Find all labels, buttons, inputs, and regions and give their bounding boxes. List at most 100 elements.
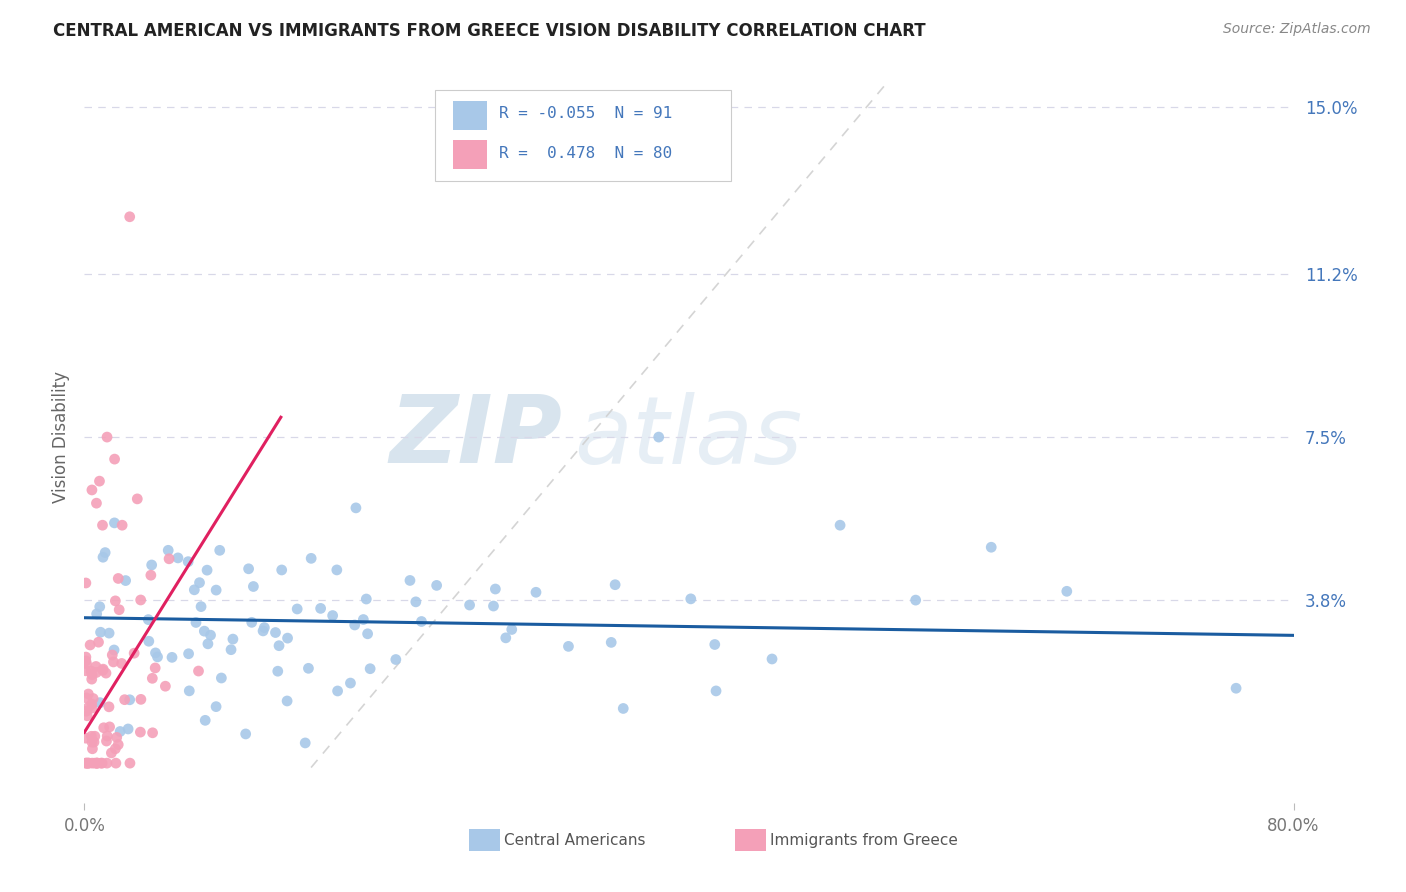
Point [484,582,506,596]
Point [190,599,212,614]
Point [482,599,505,613]
Point [80,729,103,743]
Point [77,687,100,701]
Point [90,625,112,640]
Point [79,638,101,652]
Point [77,756,100,771]
Point [90,756,112,771]
Point [104,756,127,771]
Point [648,430,671,444]
Text: R = -0.055  N = 91: R = -0.055 N = 91 [499,106,672,121]
Point [238,562,260,576]
Point [82,741,104,756]
Point [104,594,127,608]
Point [240,615,263,630]
Point [359,662,381,676]
Point [761,652,783,666]
Point [82,691,104,706]
Point [356,627,378,641]
Point [89,696,111,710]
Point [143,661,166,675]
Point [122,646,145,660]
Point [184,615,207,630]
Point [75,576,97,591]
Point [322,608,344,623]
Point [91,518,114,533]
Point [104,741,127,756]
Text: ZIP: ZIP [389,391,562,483]
Point [299,551,322,566]
Point [405,595,427,609]
Point [177,555,200,569]
Point [103,643,125,657]
Point [75,704,97,718]
Point [80,483,103,497]
Point [219,642,242,657]
Point [495,631,517,645]
Point [108,724,131,739]
Point [209,671,232,685]
Point [96,734,118,748]
Point [86,496,108,510]
Point [205,699,228,714]
Point [114,574,136,588]
Point [167,550,190,565]
Point [980,540,1002,554]
Point [86,756,108,771]
Point [270,563,292,577]
Point [75,731,97,746]
Point [200,628,222,642]
Point [524,585,547,599]
Point [129,692,152,706]
Point [108,603,131,617]
Point [75,654,97,668]
Point [183,582,205,597]
Point [75,690,97,705]
Point [385,652,408,666]
Point [155,679,177,693]
Point [118,756,141,771]
Point [235,727,257,741]
Point [93,721,115,735]
Point [80,697,103,711]
Text: atlas: atlas [574,392,803,483]
Point [91,662,114,676]
Point [612,701,634,715]
Text: Central Americans: Central Americans [503,832,645,847]
Point [136,613,159,627]
Point [343,618,366,632]
Point [129,593,152,607]
Text: Immigrants from Greece: Immigrants from Greece [770,832,957,847]
Point [86,756,108,771]
Point [344,500,367,515]
Point [1225,681,1247,696]
Point [114,692,136,706]
Point [75,756,97,771]
Point [339,676,361,690]
Point [83,729,105,743]
Point [91,756,114,771]
Point [399,574,422,588]
Point [179,684,201,698]
Point [105,731,128,745]
Y-axis label: Vision Disability: Vision Disability [52,371,70,503]
Point [127,491,149,506]
Point [91,663,114,677]
Point [267,639,290,653]
Point [107,571,129,585]
Point [252,624,274,638]
Point [82,756,104,771]
Point [103,655,125,669]
Point [193,624,215,639]
Point [146,649,169,664]
Point [264,625,287,640]
Point [195,563,218,577]
Point [83,735,105,749]
Point [89,599,111,614]
Point [904,593,927,607]
Point [276,694,298,708]
Point [830,518,852,533]
Bar [468,830,501,851]
Point [89,474,111,488]
Point [80,664,103,678]
